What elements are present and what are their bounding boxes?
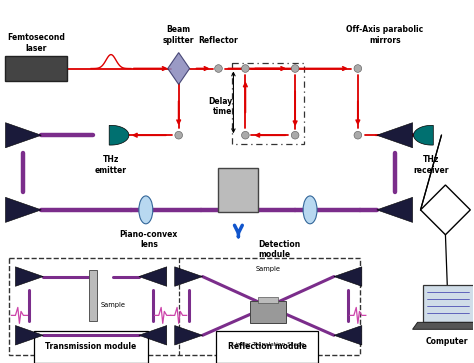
Text: THz
emitter: THz emitter <box>95 155 127 175</box>
Ellipse shape <box>139 196 153 224</box>
Text: Femtosecond
laser: Femtosecond laser <box>8 33 65 53</box>
Circle shape <box>242 65 249 72</box>
Text: Delay
time: Delay time <box>208 97 232 116</box>
Bar <box>422 285 474 322</box>
Text: THz
receiver: THz receiver <box>414 155 449 175</box>
Polygon shape <box>414 125 433 145</box>
Bar <box>6 56 67 81</box>
Text: Sample: Sample <box>101 302 126 309</box>
Circle shape <box>215 65 222 72</box>
Text: Transmission module: Transmission module <box>46 342 137 351</box>
Text: Piano-convex
lens: Piano-convex lens <box>120 230 178 249</box>
Polygon shape <box>175 267 202 286</box>
Polygon shape <box>334 326 362 345</box>
Polygon shape <box>334 267 362 286</box>
Text: Off-Axis parabolic
mirrors: Off-Axis parabolic mirrors <box>346 25 423 45</box>
FancyBboxPatch shape <box>9 258 360 355</box>
Polygon shape <box>139 326 167 345</box>
Text: Detection
module: Detection module <box>258 240 301 260</box>
Circle shape <box>175 131 182 139</box>
Polygon shape <box>16 267 43 286</box>
Circle shape <box>354 131 362 139</box>
Text: Computer: Computer <box>425 337 468 346</box>
Circle shape <box>292 65 299 72</box>
Polygon shape <box>139 267 167 286</box>
Polygon shape <box>377 197 412 223</box>
Text: Reflection module: Reflection module <box>228 342 307 351</box>
Text: Reflector: Reflector <box>199 36 238 45</box>
Polygon shape <box>6 123 41 148</box>
Polygon shape <box>420 185 470 235</box>
Text: Beam
splitter: Beam splitter <box>163 25 194 45</box>
Bar <box>89 270 97 321</box>
Ellipse shape <box>303 196 317 224</box>
Polygon shape <box>168 53 190 85</box>
Bar <box>258 297 278 303</box>
Polygon shape <box>175 326 202 345</box>
Text: Lock-in
amplifier: Lock-in amplifier <box>428 203 462 216</box>
Circle shape <box>242 131 249 139</box>
Circle shape <box>292 131 299 139</box>
Polygon shape <box>6 197 41 223</box>
Text: Linear Translation Stage: Linear Translation Stage <box>232 342 305 347</box>
Polygon shape <box>109 125 129 145</box>
Circle shape <box>354 65 362 72</box>
Text: Sample: Sample <box>256 266 281 272</box>
Bar <box>250 301 286 323</box>
Bar <box>219 168 258 212</box>
Polygon shape <box>16 326 43 345</box>
Polygon shape <box>377 123 412 148</box>
Polygon shape <box>412 322 474 329</box>
